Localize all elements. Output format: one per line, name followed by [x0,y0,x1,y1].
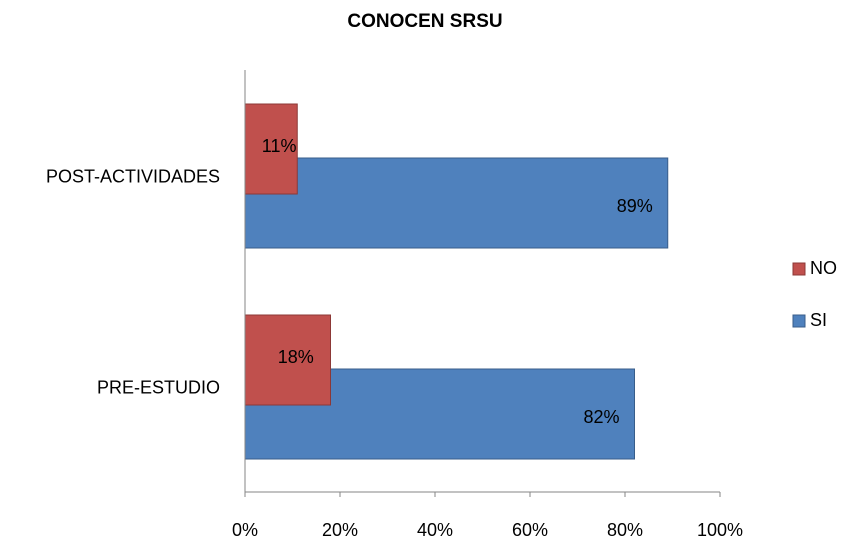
bar [244,157,669,249]
data-label: 89% [617,196,653,216]
chart-title: CONOCEN SRSU [347,11,502,32]
x-tick-label: 100% [697,520,743,540]
y-tick-label: POST-ACTIVIDADES [46,166,220,186]
x-tick-label: 40% [417,520,453,540]
data-label: 11% [262,136,297,156]
data-label: 82% [583,407,619,427]
x-tick-label: 80% [607,520,643,540]
data-label: 18% [278,347,314,367]
legend-swatch [792,262,806,276]
legend-swatch [792,314,806,328]
y-tick-label: PRE-ESTUDIO [97,377,220,397]
x-tick-label: 20% [322,520,358,540]
legend-label: NO [810,258,837,278]
bar [244,103,298,195]
bar [244,314,331,406]
legend-label: SI [810,310,827,330]
x-tick-label: 60% [512,520,548,540]
x-tick-label: 0% [232,520,258,540]
